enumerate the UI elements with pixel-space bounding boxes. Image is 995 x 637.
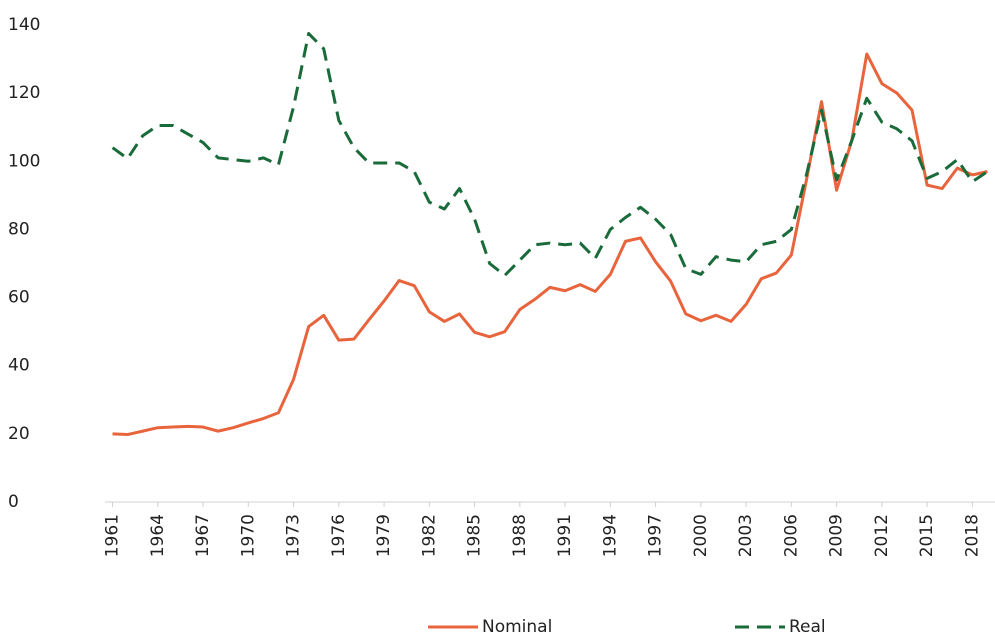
x-tick-label: 2000 xyxy=(691,514,711,557)
x-tick-label: 2006 xyxy=(781,514,801,557)
y-tick-label: 60 xyxy=(8,288,30,308)
x-tick-label: 1970 xyxy=(238,514,258,557)
x-tick-label: 1979 xyxy=(374,514,394,557)
x-tick-label: 1997 xyxy=(646,514,666,557)
y-tick-label: 140 xyxy=(8,15,40,35)
legend-label: Real xyxy=(789,617,826,637)
legend-label: Nominal xyxy=(482,617,552,637)
y-tick-label: 20 xyxy=(8,424,30,444)
line-series xyxy=(112,52,988,437)
x-tick-label: 1973 xyxy=(284,514,304,557)
x-tick-label: 1985 xyxy=(465,514,485,557)
x-tick-label: 1991 xyxy=(555,514,575,557)
x-tick-label: 1988 xyxy=(510,514,530,557)
x-tick-label: 1961 xyxy=(103,514,123,557)
x-tick-label: 2015 xyxy=(917,514,937,557)
x-tick-label: 1976 xyxy=(329,514,349,557)
y-tick-label: 120 xyxy=(8,83,40,103)
x-tick-label: 1994 xyxy=(600,514,620,557)
x-tick-label: 2009 xyxy=(827,514,847,557)
x-tick-label: 2018 xyxy=(962,514,982,557)
line-series xyxy=(111,32,989,277)
x-tick-label: 1982 xyxy=(419,514,439,557)
y-tick-label: 0 xyxy=(8,492,19,512)
x-tick-label: 2003 xyxy=(736,514,756,557)
y-tick-label: 100 xyxy=(8,151,40,171)
x-tick-label: 1964 xyxy=(148,514,168,557)
y-tick-label: 40 xyxy=(8,356,30,376)
x-tick-label: 1967 xyxy=(193,514,213,557)
y-tick-label: 80 xyxy=(8,219,30,239)
x-tick-label: 2012 xyxy=(872,514,892,557)
